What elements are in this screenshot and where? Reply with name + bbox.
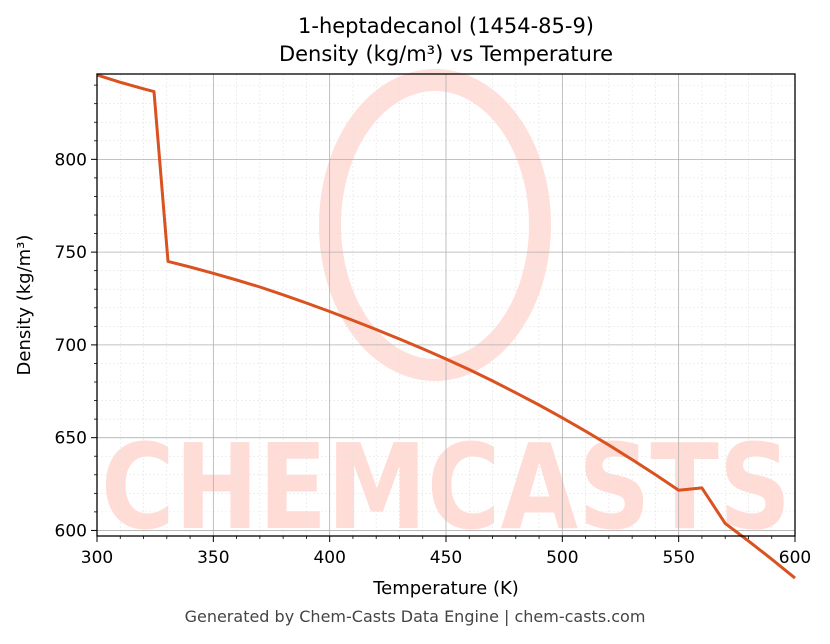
y-axis-ticks: 600 650 700 750 800 [55, 84, 97, 541]
x-axis-label: Temperature (K) [372, 578, 519, 599]
footer-credit: Generated by Chem-Casts Data Engine | ch… [184, 607, 646, 626]
y-tick-label: 800 [55, 150, 87, 170]
x-tick-label: 450 [430, 548, 462, 568]
x-tick-label: 550 [662, 548, 694, 568]
x-tick-label: 350 [197, 548, 229, 568]
y-axis-label: Density (kg/m³) [14, 235, 35, 376]
x-tick-label: 400 [313, 548, 345, 568]
y-tick-label: 650 [55, 429, 87, 449]
y-tick-label: 750 [55, 243, 87, 263]
density-series-line [96, 73, 796, 580]
x-tick-label: 500 [546, 548, 578, 568]
x-axis-ticks: 300 350 400 450 500 550 600 [81, 536, 811, 568]
y-tick-label: 700 [55, 336, 87, 356]
chart-title-line1: 1-heptadecanol (1454-85-9) [298, 14, 594, 38]
y-tick-label: 600 [55, 521, 87, 541]
x-tick-label: 600 [779, 548, 811, 568]
chart-title-line2: Density (kg/m³) vs Temperature [279, 42, 613, 66]
x-tick-label: 300 [81, 548, 113, 568]
